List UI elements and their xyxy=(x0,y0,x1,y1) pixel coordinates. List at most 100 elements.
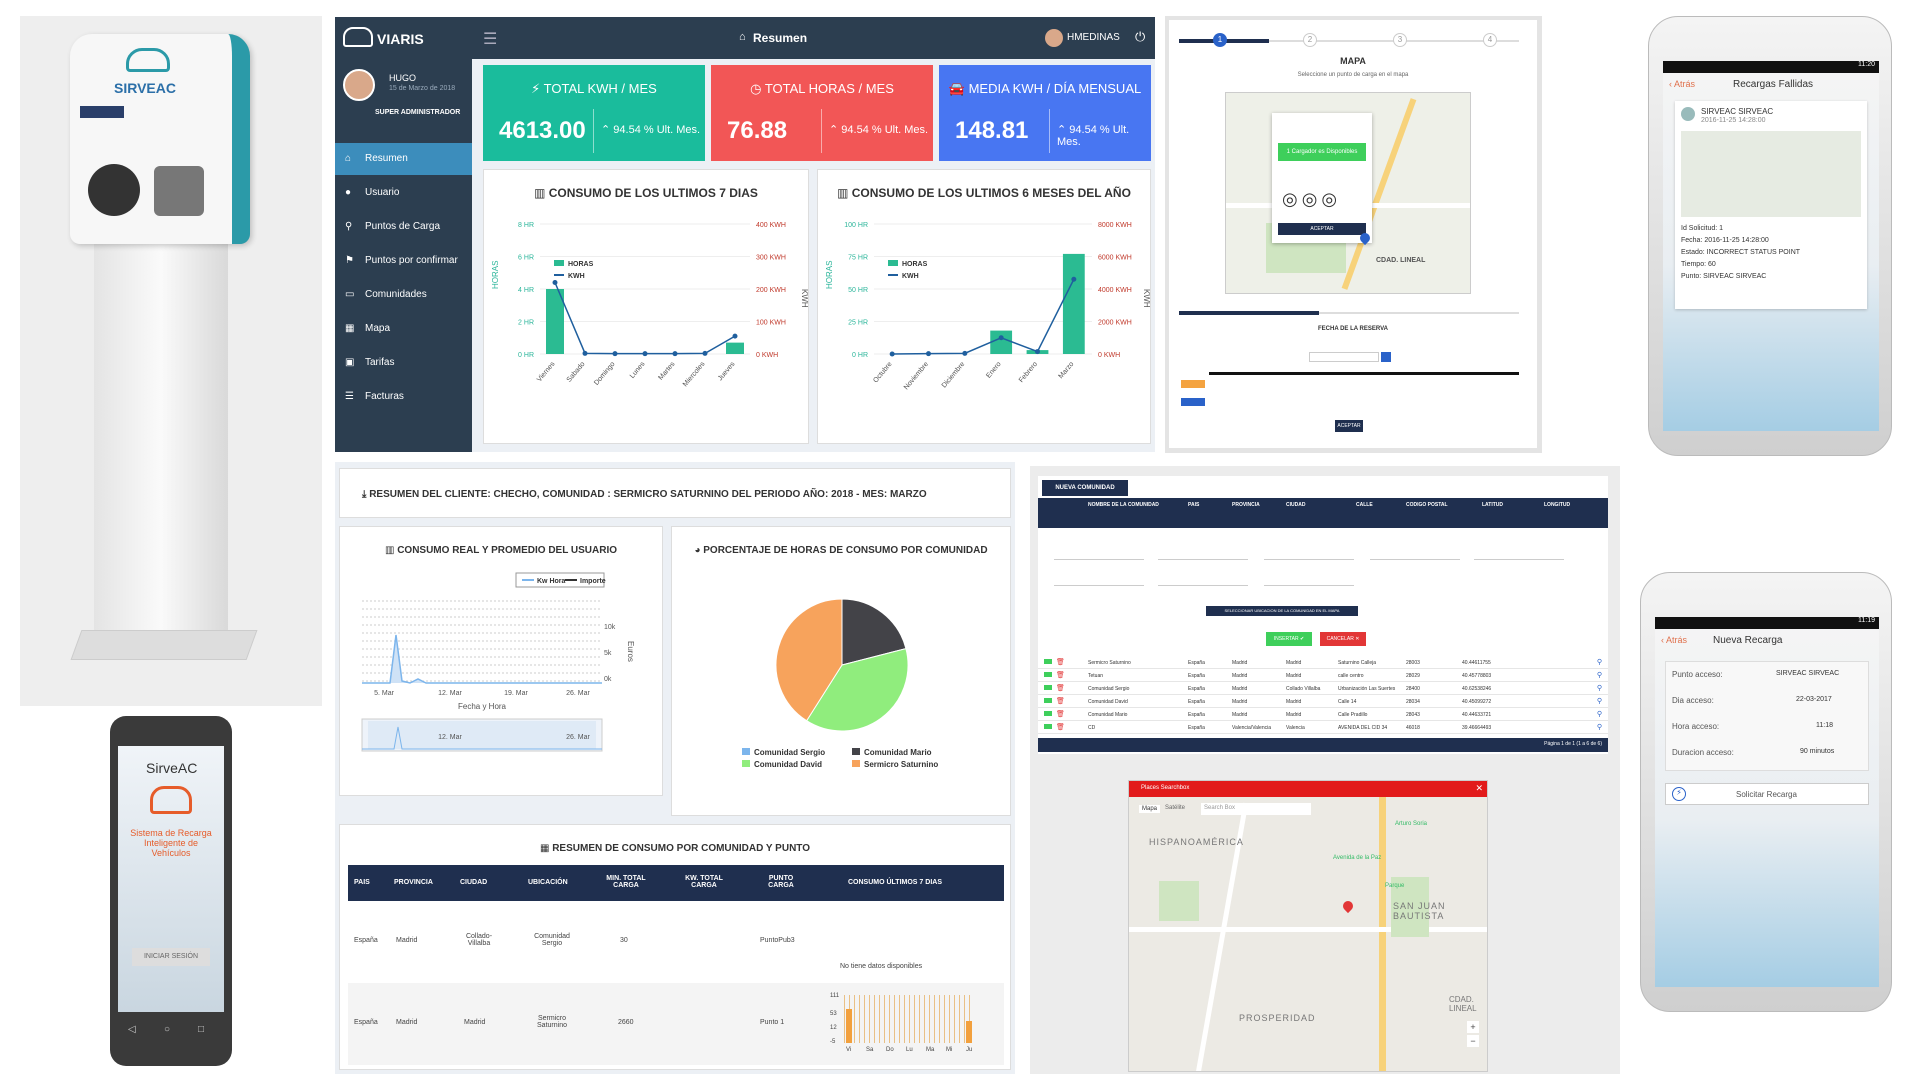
edit-icon[interactable] xyxy=(1044,698,1052,703)
y-axis-label: Euros xyxy=(626,641,635,662)
edit-icon[interactable] xyxy=(1044,685,1052,690)
menu-toggle-icon[interactable]: ☰ xyxy=(483,31,498,48)
comunidad-row[interactable]: 🗑 Comunidad Mario España Madrid Madrid Calle … xyxy=(1038,708,1608,721)
insert-button[interactable]: INSERTAR ✔ xyxy=(1266,632,1312,646)
reserva-slider[interactable] xyxy=(1209,372,1519,375)
form-input[interactable] xyxy=(1158,552,1248,560)
reserva-accept-button[interactable]: ACEPTAR xyxy=(1335,420,1363,432)
comunidad-tab[interactable]: NUEVA COMUNIDAD xyxy=(1042,480,1128,496)
nav-usuario[interactable]: ● Usuario xyxy=(345,187,400,198)
x-tick-label: Diciembre xyxy=(941,361,967,390)
y-tick-label: 4 HR xyxy=(518,287,534,294)
calendar-icon[interactable] xyxy=(1381,352,1391,362)
form-input[interactable] xyxy=(1158,578,1248,586)
phone-nav-home-icon[interactable]: ○ xyxy=(164,1024,171,1035)
power-icon[interactable]: ⏻ xyxy=(1135,29,1146,44)
field-value[interactable]: 22-03-2017 xyxy=(1796,696,1832,703)
map-marker-icon[interactable]: ⚲ xyxy=(1596,724,1602,731)
edit-icon[interactable] xyxy=(1044,659,1052,664)
comunidad-header: NOMBRE DE LA COMUNIDAD PAIS PROVINCIA CI… xyxy=(1038,498,1608,528)
reserva-slot-2[interactable] xyxy=(1181,398,1205,406)
cell: Madrid xyxy=(1232,686,1248,692)
plug-types-icon: ◎◎◎ xyxy=(1282,189,1342,209)
delete-icon[interactable]: 🗑 xyxy=(1056,711,1065,718)
delete-icon[interactable]: 🗑 xyxy=(1056,672,1065,679)
user-avatar[interactable] xyxy=(1045,29,1063,47)
mapa-map[interactable]: 1 Cargador es Disponibles ◎◎◎ ACEPTAR CD… xyxy=(1225,92,1471,294)
solicitar-button[interactable]: ⚡ Solicitar Recarga xyxy=(1665,783,1869,805)
edit-icon[interactable] xyxy=(1044,724,1052,729)
x-tick-label: Sabado xyxy=(566,361,587,384)
user-icon: ● xyxy=(345,187,352,198)
delete-icon[interactable]: 🗑 xyxy=(1056,685,1065,692)
form-input[interactable] xyxy=(1264,578,1354,586)
map-marker-icon[interactable]: ⚲ xyxy=(1596,698,1602,705)
reserva-date-input[interactable] xyxy=(1309,352,1379,362)
comunidad-row[interactable]: 🗑 Tetuan España Madrid Madrid calle centro 280… xyxy=(1038,669,1608,682)
map-marker-icon[interactable]: ⚲ xyxy=(1596,711,1602,718)
back-button[interactable]: ‹ Atrás xyxy=(1661,635,1688,645)
map-type-mapa[interactable]: Mapa xyxy=(1139,805,1161,813)
nav-puntos-carga[interactable]: ⚲ Puntos de Carga xyxy=(345,221,441,232)
delete-icon[interactable]: 🗑 xyxy=(1056,659,1065,666)
phone-nav-back-icon[interactable]: ◁ xyxy=(128,1024,136,1035)
point-kwh xyxy=(612,351,618,357)
mapa-popup-accept[interactable]: ACEPTAR xyxy=(1278,223,1366,235)
map-marker-icon[interactable]: ⚲ xyxy=(1596,659,1602,666)
form-input[interactable] xyxy=(1054,552,1144,560)
mapa-step-2[interactable]: 2 xyxy=(1303,33,1317,47)
table-row: España Madrid Madrid Sermicro Saturnino … xyxy=(348,983,1004,1065)
mapa-step-1[interactable]: 1 xyxy=(1213,33,1227,47)
phone-nav-recent-icon[interactable]: □ xyxy=(198,1024,205,1035)
mapa-step-4[interactable]: 4 xyxy=(1483,33,1497,47)
nav-mapa[interactable]: ▦ Mapa xyxy=(345,323,391,334)
navigator-series xyxy=(362,726,602,750)
form-input[interactable] xyxy=(1474,552,1564,560)
nav-comunidades[interactable]: ▭ Comunidades xyxy=(345,289,427,300)
form-input[interactable] xyxy=(1264,552,1354,560)
delete-icon[interactable]: 🗑 xyxy=(1056,698,1065,705)
point-kwh xyxy=(642,351,648,357)
nav-puntos-confirmar[interactable]: ⚑ Puntos por confirmar xyxy=(345,255,458,266)
comunidad-row[interactable]: 🗑 Comunidad Sergio España Madrid Collado Vil… xyxy=(1038,682,1608,695)
comunidad-row[interactable]: 🗑 CD España Valencia/Valencia Valencia AVENID… xyxy=(1038,721,1608,734)
nav-facturas[interactable]: ☰ Facturas xyxy=(345,391,404,402)
zoom-out-icon[interactable]: − xyxy=(1467,1035,1479,1047)
comunidad-row[interactable]: 🗑 Sermicro Saturnino España Madrid Madrid Sat… xyxy=(1038,656,1608,669)
fallida-card[interactable]: SIRVEAC SIRVEAC 2016-11-25 14:28:00 Id S… xyxy=(1675,101,1867,309)
form-input[interactable] xyxy=(1054,578,1144,586)
form-input[interactable] xyxy=(1370,552,1460,560)
comunidad-row[interactable]: 🗑 Comunidad David España Madrid Madrid Calle … xyxy=(1038,695,1608,708)
select-map-button[interactable]: SELECCIONAR UBICACION DE LA COMUNIDAD EN… xyxy=(1206,606,1358,616)
edit-icon[interactable] xyxy=(1044,672,1052,677)
delete-icon[interactable]: 🗑 xyxy=(1056,724,1065,731)
map-pin-icon[interactable] xyxy=(1340,898,1356,914)
field-value[interactable]: 11:18 xyxy=(1816,722,1833,729)
search-box[interactable]: Search Box xyxy=(1201,803,1311,815)
legend-label: Comunidad Sergio xyxy=(754,748,825,757)
line-kwh xyxy=(554,282,736,355)
map-marker-icon[interactable]: ⚲ xyxy=(1596,685,1602,692)
point-kwh xyxy=(672,351,678,357)
x-tick-label: Miercoles xyxy=(682,360,707,388)
nav-resumen[interactable]: ⌂ Resumen xyxy=(335,143,472,175)
summary-title-card: ⤓ RESUMEN DEL CLIENTE: CHECHO, COMUNIDAD… xyxy=(339,468,1011,518)
nav-tarifas[interactable]: ▣ Tarifas xyxy=(345,357,395,368)
y2-tick-label: 8000 KWH xyxy=(1098,222,1132,229)
field-value[interactable]: SIRVEAC SIRVEAC xyxy=(1776,670,1840,677)
mapa-panel: 1 2 3 4 MAPA Seleccione un punto de carg… xyxy=(1165,16,1542,453)
legend-swatch xyxy=(852,748,860,755)
edit-icon[interactable] xyxy=(1044,711,1052,716)
login-button[interactable]: INICIAR SESIÓN xyxy=(132,948,210,966)
cancel-button[interactable]: CANCELAR ✕ xyxy=(1320,632,1366,646)
reserva-slot-1[interactable] xyxy=(1181,380,1205,388)
field-value[interactable]: 90 minutos xyxy=(1800,748,1835,755)
back-button[interactable]: ‹ Atrás xyxy=(1669,79,1696,89)
zoom-in-icon[interactable]: + xyxy=(1467,1021,1479,1033)
user-menu[interactable]: HMEDINAS xyxy=(1067,32,1120,43)
map-marker-icon[interactable]: ⚲ xyxy=(1596,672,1602,679)
close-icon[interactable]: ✕ xyxy=(1475,783,1483,793)
y-tick-label: 75 HR xyxy=(848,255,868,262)
map-type-satelite[interactable]: Satélite xyxy=(1165,805,1186,811)
mapa-step-3[interactable]: 3 xyxy=(1393,33,1407,47)
